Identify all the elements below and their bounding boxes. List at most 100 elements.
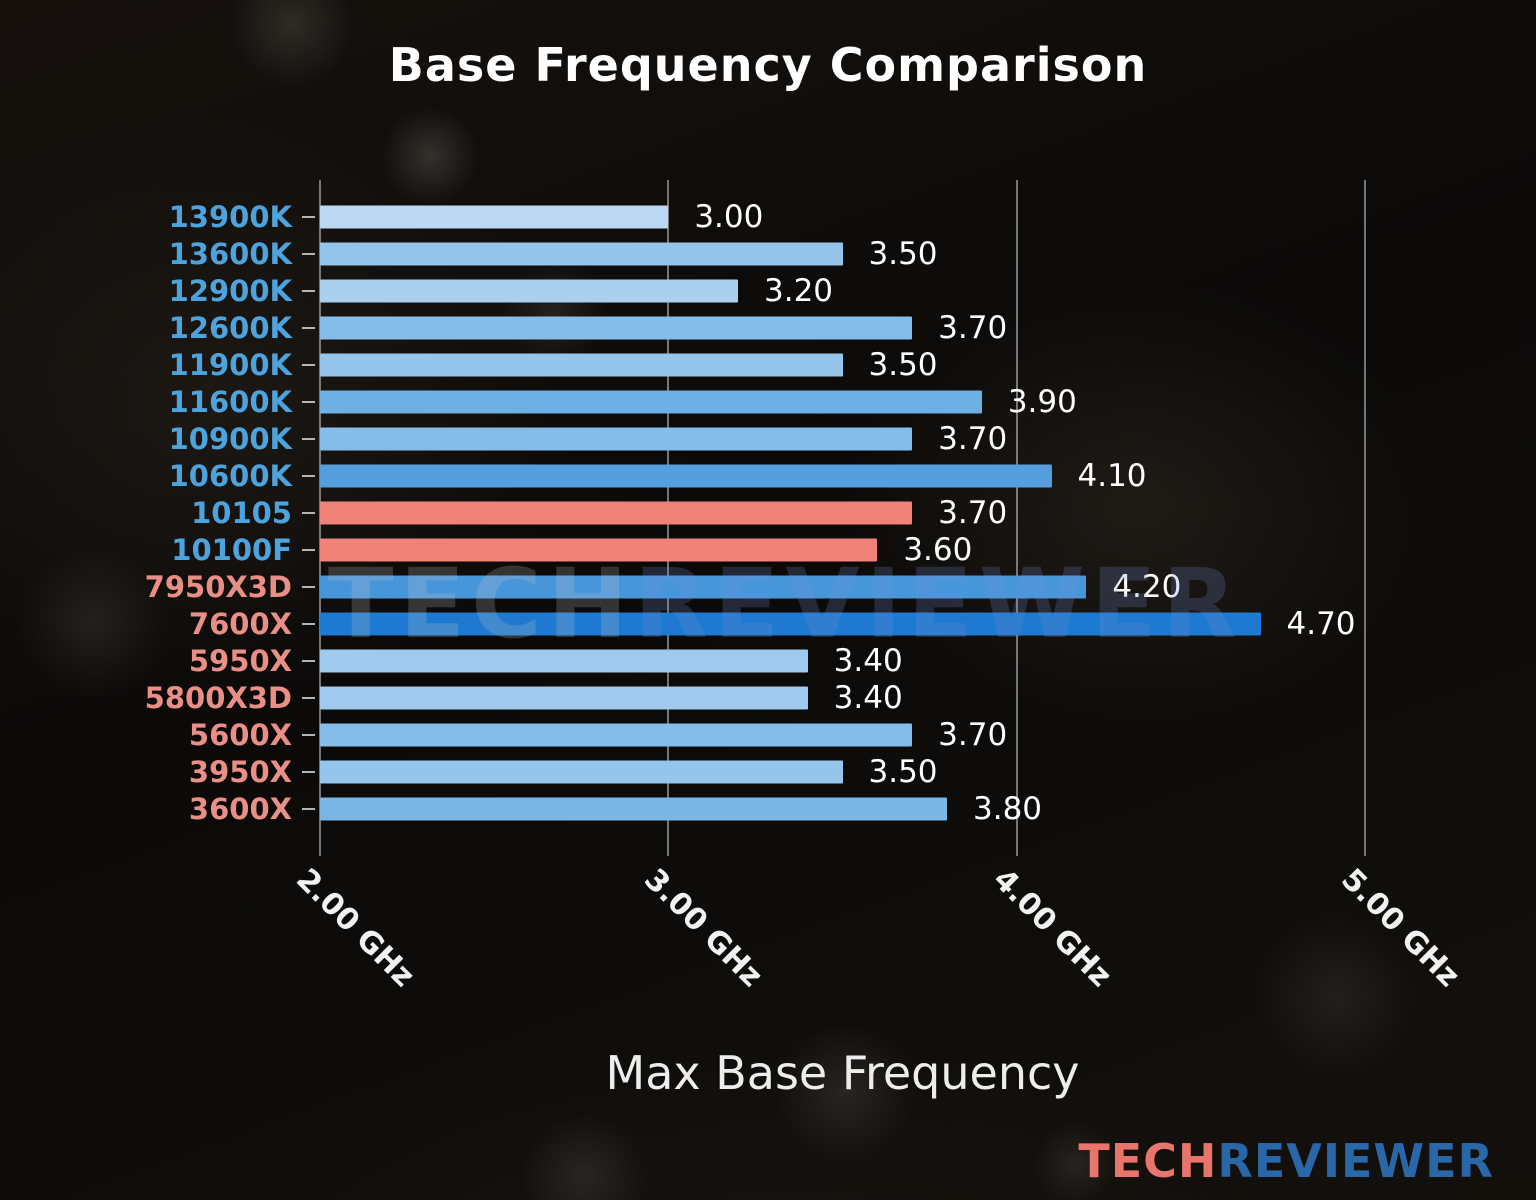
category-tick-mark <box>302 807 315 810</box>
value-label: 3.50 <box>868 346 938 383</box>
category-tick-mark <box>302 437 315 440</box>
category-label: 10100F <box>171 532 292 567</box>
value-label: 3.70 <box>938 716 1008 753</box>
category-label: 10105 <box>191 495 292 530</box>
category-label: 7600X <box>188 606 292 641</box>
bar-row: 5600X 3.70 <box>0 716 1536 753</box>
bar <box>320 427 913 450</box>
value-label: 3.70 <box>938 420 1008 457</box>
bar-row: 5800X3D 3.40 <box>0 679 1536 716</box>
category-tick-mark <box>302 733 315 736</box>
bar <box>320 723 913 746</box>
logo-reviewer: REVIEWER <box>1217 1134 1494 1188</box>
bar-row: 5950X 3.40 <box>0 642 1536 679</box>
category-label: 7950X3D <box>144 569 292 604</box>
x-tick-label: 3.00 GHz <box>637 862 770 994</box>
category-tick-mark <box>302 474 315 477</box>
category-label: 13600K <box>168 236 292 271</box>
value-label: 4.70 <box>1286 605 1356 642</box>
bar <box>320 575 1087 598</box>
logo-tech: TECH <box>1078 1134 1218 1188</box>
bar-row: 10600K 4.10 <box>0 457 1536 494</box>
category-label: 3950X <box>188 754 292 789</box>
category-label: 12600K <box>168 310 292 345</box>
category-tick-mark <box>302 215 315 218</box>
category-tick-mark <box>302 696 315 699</box>
x-tick-label: 5.00 GHz <box>1334 862 1467 994</box>
bar <box>320 538 878 561</box>
value-label: 3.00 <box>694 198 764 235</box>
category-tick-mark <box>302 400 315 403</box>
value-label: 3.40 <box>833 679 903 716</box>
category-label: 12900K <box>168 273 292 308</box>
value-label: 3.70 <box>938 309 1008 346</box>
x-tick-label: 2.00 GHz <box>289 862 422 994</box>
bar-row: 12600K 3.70 <box>0 309 1536 346</box>
chart-title: Base Frequency Comparison <box>388 38 1148 92</box>
bar <box>320 242 843 265</box>
bar-row: 10900K 3.70 <box>0 420 1536 457</box>
bar <box>320 649 808 672</box>
category-label: 5800X3D <box>144 680 292 715</box>
bar-row: 3950X 3.50 <box>0 753 1536 790</box>
bar <box>320 612 1261 635</box>
category-tick-mark <box>302 622 315 625</box>
bar-row: 7600X 4.70 <box>0 605 1536 642</box>
bar-row: 3600X 3.80 <box>0 790 1536 827</box>
category-tick-mark <box>302 252 315 255</box>
value-label: 4.20 <box>1112 568 1182 605</box>
bar-row: 7950X3D 4.20 <box>0 568 1536 605</box>
bar <box>320 464 1052 487</box>
bar <box>320 205 669 228</box>
x-tick-label: 4.00 GHz <box>985 862 1118 994</box>
bar-row: 13900K 3.00 <box>0 198 1536 235</box>
value-label: 3.70 <box>938 494 1008 531</box>
bar <box>320 390 982 413</box>
category-label: 10600K <box>168 458 292 493</box>
category-label: 11600K <box>168 384 292 419</box>
category-label: 5600X <box>188 717 292 752</box>
value-label: 3.40 <box>833 642 903 679</box>
bar-row: 11600K 3.90 <box>0 383 1536 420</box>
bar-row: 13600K 3.50 <box>0 235 1536 272</box>
bar <box>320 279 738 302</box>
category-tick-mark <box>302 659 315 662</box>
bar <box>320 501 913 524</box>
value-label: 3.60 <box>903 531 973 568</box>
gridline <box>1015 180 1018 856</box>
value-label: 3.50 <box>868 753 938 790</box>
category-tick-mark <box>302 326 315 329</box>
value-label: 3.20 <box>764 272 834 309</box>
category-label: 11900K <box>168 347 292 382</box>
category-tick-mark <box>302 363 315 366</box>
gridline <box>1364 180 1366 856</box>
category-label: 10900K <box>168 421 292 456</box>
bar <box>320 353 843 376</box>
category-label: 13900K <box>168 199 292 234</box>
bar-row: 11900K 3.50 <box>0 346 1536 383</box>
category-tick-mark <box>302 770 315 773</box>
bar-rows: 13900K 3.00 13600K 3.50 12900K 3.20 1260… <box>0 198 1536 827</box>
x-axis-label: Max Base Frequency <box>605 1046 1080 1100</box>
category-tick-mark <box>302 548 315 551</box>
bar-row: 10105 3.70 <box>0 494 1536 531</box>
value-label: 3.80 <box>973 790 1043 827</box>
bar <box>320 760 843 783</box>
value-label: 3.90 <box>1007 383 1077 420</box>
value-label: 4.10 <box>1077 457 1147 494</box>
bar-row: 12900K 3.20 <box>0 272 1536 309</box>
bar <box>320 686 808 709</box>
category-label: 5950X <box>188 643 292 678</box>
category-tick-mark <box>302 585 315 588</box>
value-label: 3.50 <box>868 235 938 272</box>
bar-row: 10100F 3.60 <box>0 531 1536 568</box>
bar <box>320 316 913 339</box>
category-label: 3600X <box>188 791 292 826</box>
bar <box>320 797 947 820</box>
category-tick-mark <box>302 289 315 292</box>
category-tick-mark <box>302 511 315 514</box>
techreviewer-logo: TECHREVIEWER <box>1078 1134 1494 1188</box>
